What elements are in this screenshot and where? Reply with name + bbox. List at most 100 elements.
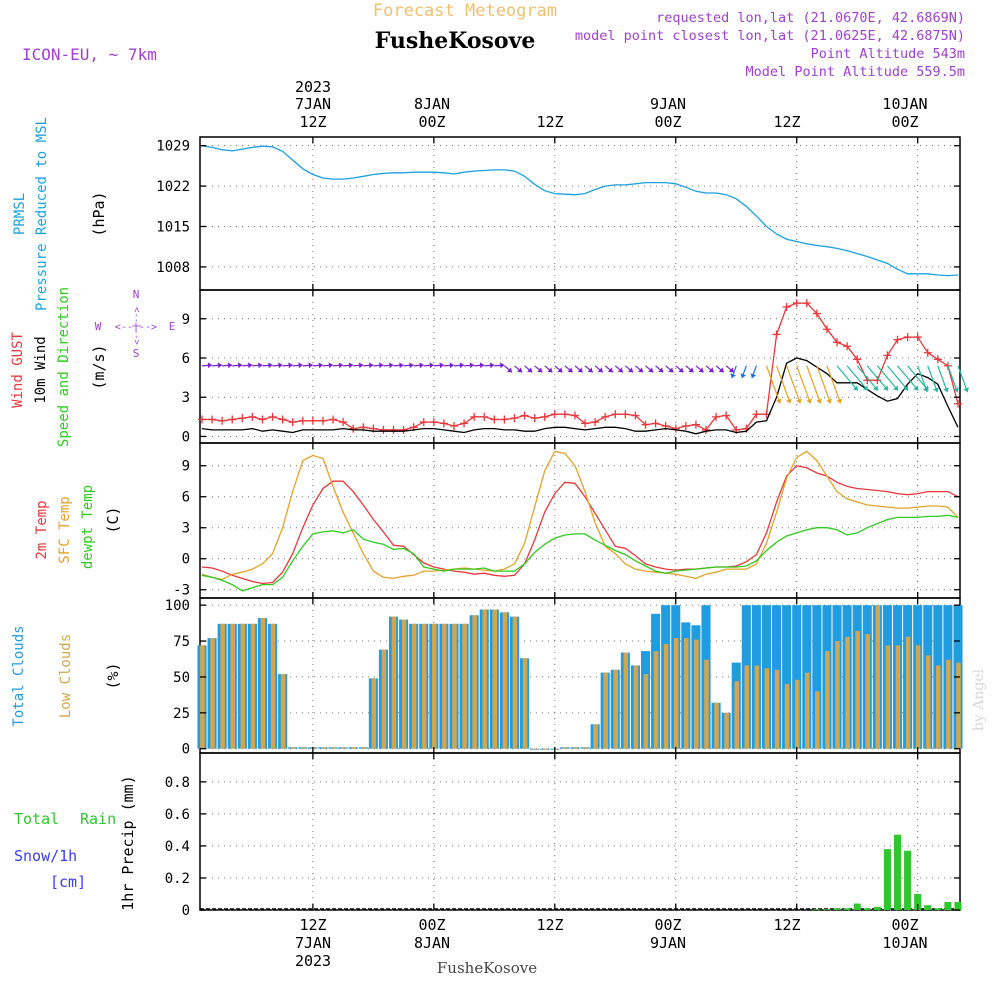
gust-point — [933, 355, 942, 364]
wind-arrow-head — [469, 362, 475, 369]
bottom-axis-label: 12Z — [299, 916, 326, 934]
wind-arrow — [876, 365, 899, 391]
precip-label-snow: Snow/1h — [14, 847, 77, 865]
wind-arrow-head — [338, 362, 344, 369]
wind-arrow-head — [913, 385, 919, 391]
wind-arrow-head — [740, 373, 747, 379]
wind-arrow-head — [227, 362, 233, 369]
gust-point — [954, 399, 962, 408]
gust-point — [641, 420, 650, 429]
wind-label-gust: Wind GUST — [10, 332, 26, 408]
wind-arrow-head — [429, 362, 434, 369]
wind-arrow — [775, 365, 791, 404]
wind-arrow-head — [368, 362, 374, 369]
low-cloud-bar — [391, 616, 397, 749]
rain-bar — [893, 834, 902, 910]
rain-bar — [823, 909, 831, 910]
wind-arrow-head — [963, 387, 970, 393]
gust-point — [460, 419, 469, 428]
wind-arrow-head — [409, 362, 414, 369]
wind-arrow-head — [953, 387, 959, 393]
y-tick-label: 100 — [165, 598, 190, 614]
precip-panel — [199, 752, 961, 911]
low-cloud-bar — [936, 665, 941, 749]
low-cloud-bar — [794, 679, 800, 749]
low-cloud-bar — [280, 674, 286, 749]
series-line-wind-gust — [202, 302, 959, 431]
low-cloud-bar — [411, 623, 417, 749]
low-cloud-bar — [421, 623, 427, 749]
compass-west: W — [95, 320, 102, 333]
top-axis-label: 8JAN — [414, 95, 450, 113]
low-cloud-bar — [784, 684, 790, 749]
gust-point — [318, 416, 327, 425]
wind-arrow-head — [617, 367, 623, 373]
y-tick-label: 0 — [182, 742, 190, 758]
wind-arrow-head — [786, 398, 792, 404]
low-cloud-bar — [321, 747, 326, 749]
total-cloud-bar — [782, 605, 792, 749]
watermark: by Angel — [971, 668, 987, 731]
bottom-axis-label: 00Z — [654, 916, 681, 934]
wind-arrow-head — [577, 367, 583, 373]
low-cloud-bar — [865, 633, 871, 749]
y-tick-label: 0.4 — [165, 839, 190, 855]
wind-arrow — [927, 365, 938, 393]
wind-arrow-head — [308, 362, 313, 369]
wind-arrow-head — [728, 367, 734, 373]
wind-arrow-head — [557, 367, 563, 373]
gust-point — [298, 416, 307, 425]
low-cloud-bar — [643, 674, 649, 749]
gust-point — [671, 424, 680, 433]
rain-bar — [924, 905, 932, 910]
low-cloud-bar — [694, 639, 699, 749]
y-tick-label: 1029 — [156, 139, 190, 155]
y-tick-label: 1015 — [156, 219, 190, 235]
low-cloud-bar — [331, 747, 336, 749]
wind-arrow-head — [248, 362, 253, 369]
gust-point — [782, 303, 791, 311]
rain-bar — [954, 901, 962, 910]
super-title: Forecast Meteogram — [373, 1, 557, 21]
wind-arrow-head — [638, 367, 644, 373]
bottom-axis-label: 10JAN — [882, 934, 927, 952]
gust-point — [530, 414, 539, 423]
low-cloud-bar — [804, 672, 810, 749]
gust-point — [722, 411, 731, 420]
gust-point — [702, 425, 710, 434]
wind-arrow-head — [698, 367, 704, 373]
low-cloud-bar — [684, 638, 689, 749]
wind-arrow-head — [439, 362, 444, 369]
y-tick-label: 1008 — [156, 260, 190, 276]
wind-arrow-head — [658, 367, 664, 373]
temperature-panel — [199, 442, 961, 599]
bottom-axis-label: 7JAN — [295, 934, 331, 952]
wind-arrow — [957, 365, 969, 393]
low-cloud-bar — [381, 649, 387, 749]
wind-arrow-head — [567, 367, 573, 373]
gust-point — [399, 425, 408, 434]
rain-bar — [843, 908, 851, 910]
low-cloud-bar — [240, 623, 246, 749]
wind-arrow-head — [750, 373, 757, 379]
wind-arrow — [947, 365, 959, 393]
low-cloud-bar — [512, 616, 518, 749]
low-cloud-bar — [462, 623, 467, 749]
bottom-axis-label: 00Z — [418, 916, 445, 934]
precip-label-cm: [cm] — [50, 873, 86, 891]
top-axis-label: 10JAN — [882, 95, 927, 113]
wind-arrow-head — [688, 367, 694, 373]
low-cloud-bar — [472, 615, 477, 749]
wind-arrow-head — [328, 362, 333, 369]
wind-arrow-head — [708, 367, 714, 373]
low-cloud-bar — [502, 612, 508, 749]
gust-point — [218, 416, 227, 425]
wind-arrow-head — [903, 385, 909, 391]
wind-arrow-head — [537, 367, 543, 373]
rain-bar — [944, 901, 952, 910]
wind-arrow-head — [517, 367, 523, 373]
wind-arrow-head — [806, 398, 812, 404]
gust-point — [228, 415, 237, 424]
y-tick-label: -3 — [173, 583, 190, 599]
